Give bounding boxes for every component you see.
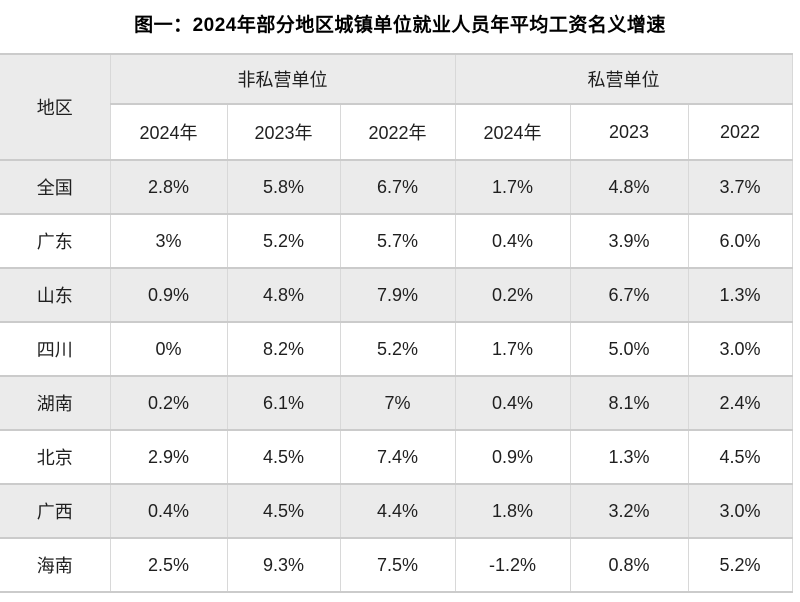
value-cell: 6.7% [569, 267, 689, 323]
figure-title: 图一：2024年部分地区城镇单位就业人员年平均工资名义增速 [134, 15, 666, 36]
region-cell: 广东 [0, 213, 111, 269]
value-cell: 8.2% [226, 321, 341, 377]
value-cell: 0.4% [454, 213, 571, 269]
value-cell: 6.7% [339, 159, 456, 215]
group-header-nonprivate: 非私营单位 [109, 53, 456, 105]
table-row-beijing: 北京 2.9% 4.5% 7.4% 0.9% 1.3% 4.5% [0, 429, 793, 485]
value-cell: 4.5% [687, 429, 793, 485]
table-row-guangdong: 广东 3% 5.2% 5.7% 0.4% 3.9% 6.0% [0, 213, 793, 269]
value-cell: 0.2% [109, 375, 228, 431]
table-header: 地区 非私营单位 私营单位 2024年 2023年 2022年 2024年 20… [0, 53, 793, 161]
value-cell: 5.2% [226, 213, 341, 269]
value-cell: 7% [339, 375, 456, 431]
value-cell: 2.5% [109, 537, 228, 593]
table-row-hainan: 海南 2.5% 9.3% 7.5% -1.2% 0.8% 5.2% [0, 537, 793, 593]
table-row-guangxi: 广西 0.4% 4.5% 4.4% 1.8% 3.2% 3.0% [0, 483, 793, 539]
value-cell: 5.2% [687, 537, 793, 593]
value-cell: 0.9% [454, 429, 571, 485]
region-column-header: 地区 [0, 53, 111, 161]
table-row-sichuan: 四川 0% 8.2% 5.2% 1.7% 5.0% 3.0% [0, 321, 793, 377]
region-cell: 北京 [0, 429, 111, 485]
value-cell: 1.3% [569, 429, 689, 485]
value-cell: 1.7% [454, 321, 571, 377]
region-cell: 山东 [0, 267, 111, 323]
value-cell: 4.4% [339, 483, 456, 539]
value-cell: -1.2% [454, 537, 571, 593]
value-cell: 0.8% [569, 537, 689, 593]
value-cell: 0.9% [109, 267, 228, 323]
year-header-nonprivate-2022: 2022年 [339, 103, 456, 161]
region-cell: 全国 [0, 159, 111, 215]
year-header-private-2022: 2022 [687, 103, 793, 161]
table-row-hunan: 湖南 0.2% 6.1% 7% 0.4% 8.1% 2.4% [0, 375, 793, 431]
group-header-private: 私营单位 [454, 53, 793, 105]
value-cell: 0% [109, 321, 228, 377]
value-cell: 2.4% [687, 375, 793, 431]
year-header-row: 2024年 2023年 2022年 2024年 2023 2022 [0, 103, 793, 161]
table-row-shandong: 山东 0.9% 4.8% 7.9% 0.2% 6.7% 1.3% [0, 267, 793, 323]
year-header-private-2023: 2023 [569, 103, 689, 161]
year-header-nonprivate-2024: 2024年 [110, 103, 228, 161]
value-cell: 3% [109, 213, 228, 269]
year-header-private-2024: 2024年 [454, 103, 571, 161]
region-cell: 湖南 [0, 375, 111, 431]
value-cell: 5.7% [339, 213, 456, 269]
value-cell: 3.7% [687, 159, 793, 215]
group-header-row: 地区 非私营单位 私营单位 [0, 53, 793, 161]
value-cell: 7.9% [339, 267, 456, 323]
value-cell: 1.7% [454, 159, 571, 215]
region-cell: 四川 [0, 321, 111, 377]
value-cell: 8.1% [569, 375, 689, 431]
value-cell: 5.2% [339, 321, 456, 377]
value-cell: 1.3% [687, 267, 793, 323]
value-cell: 6.1% [226, 375, 341, 431]
value-cell: 7.5% [339, 537, 456, 593]
value-cell: 0.2% [454, 267, 571, 323]
value-cell: 0.4% [109, 483, 228, 539]
table-row-national: 全国 2.8% 5.8% 6.7% 1.7% 4.8% 3.7% [0, 159, 793, 215]
value-cell: 4.5% [226, 429, 341, 485]
value-cell: 2.8% [109, 159, 228, 215]
region-cell: 广西 [0, 483, 111, 539]
value-cell: 0.4% [454, 375, 571, 431]
year-header-nonprivate-2023: 2023年 [226, 103, 341, 161]
value-cell: 3.0% [687, 321, 793, 377]
value-cell: 5.8% [226, 159, 341, 215]
value-cell: 5.0% [569, 321, 689, 377]
value-cell: 9.3% [226, 537, 341, 593]
value-cell: 1.8% [454, 483, 571, 539]
value-cell: 4.8% [226, 267, 341, 323]
value-cell: 4.5% [226, 483, 341, 539]
value-cell: 3.9% [569, 213, 689, 269]
table-body: 全国 2.8% 5.8% 6.7% 1.7% 4.8% 3.7% 广东 3% 5… [0, 159, 793, 593]
value-cell: 7.4% [339, 429, 456, 485]
value-cell: 6.0% [687, 213, 793, 269]
value-cell: 4.8% [569, 159, 689, 215]
region-cell: 海南 [0, 537, 111, 593]
value-cell: 3.0% [687, 483, 793, 539]
wage-growth-table: 地区 非私营单位 私营单位 2024年 2023年 2022年 2024年 20… [0, 53, 793, 593]
value-cell: 2.9% [109, 429, 228, 485]
value-cell: 3.2% [569, 483, 689, 539]
